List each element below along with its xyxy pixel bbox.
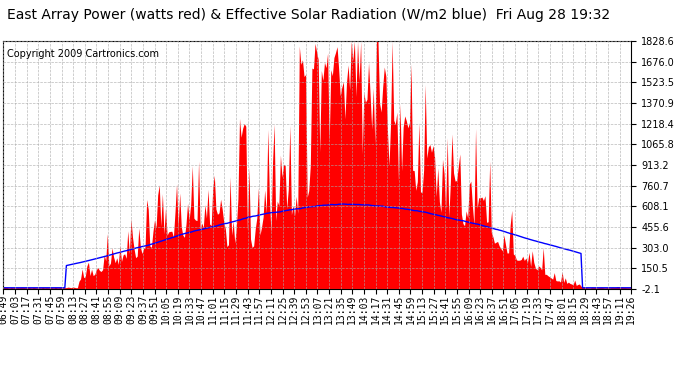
Text: Copyright 2009 Cartronics.com: Copyright 2009 Cartronics.com (7, 49, 159, 58)
Text: East Array Power (watts red) & Effective Solar Radiation (W/m2 blue)  Fri Aug 28: East Array Power (watts red) & Effective… (7, 8, 610, 21)
